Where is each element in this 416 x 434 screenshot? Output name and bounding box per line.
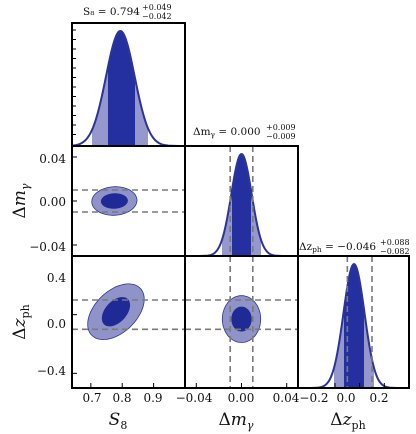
ytick-dm-bot: −0.04	[29, 240, 66, 254]
xtick-dz-1: 0.0	[336, 391, 355, 405]
posterior-dm	[185, 146, 298, 256]
title-s8: S₈ = 0.794 +0.049 −0.042	[83, 3, 172, 21]
xtick-dm-1: 0.00	[228, 391, 255, 405]
xtick-s8-2: 0.9	[143, 391, 162, 405]
xtick-dm-2: 0.04	[273, 391, 300, 405]
ylabel-dm: Δmγ	[10, 183, 32, 218]
contour-s8-dm	[72, 186, 185, 216]
ytick-dz-top: 0.4	[47, 271, 66, 285]
posterior-dm-68-band	[232, 154, 251, 256]
xlabel-dz: Δzph	[330, 410, 365, 432]
xlabel-dm: Δmγ	[219, 410, 254, 432]
title-dz: Δzph = −0.046 +0.088 −0.082	[299, 238, 410, 256]
xtick-dz-0: −0.2	[299, 391, 328, 405]
frame-2-2	[297, 255, 410, 389]
frames	[71, 22, 410, 389]
y-ticks-dm: 0.04 0.00 −0.04	[29, 152, 66, 254]
title-s8-main: S₈ = 0.794	[83, 6, 140, 18]
x-ticks-dm: −0.04 0.00 0.04	[176, 391, 300, 405]
title-dz-sup: +0.088	[380, 238, 410, 247]
xtick-dz-2: 0.2	[369, 391, 388, 405]
title-dm-sup: +0.009	[266, 123, 296, 132]
posterior-s8	[72, 29, 185, 146]
x-ticks-dz: −0.2 0.0 0.2	[299, 391, 388, 405]
ytick-dm-top: 0.04	[39, 152, 66, 166]
contour-dm-dz	[185, 256, 298, 388]
contour-s8-dm-68	[100, 193, 128, 209]
xtick-s8-0: 0.7	[82, 391, 101, 405]
title-s8-sup: +0.049	[142, 3, 172, 12]
x-ticks-s8: 0.7 0.8 0.9	[82, 391, 162, 405]
posterior-dz	[298, 256, 409, 388]
title-s8-sub: −0.042	[142, 12, 172, 21]
title-dz-main: Δzph = −0.046	[299, 241, 376, 254]
contour-dm-dz-68	[231, 306, 252, 332]
xtick-dm-0: −0.04	[176, 391, 213, 405]
tick-marks	[72, 29, 385, 388]
ytick-dm-mid: 0.00	[39, 195, 66, 209]
posterior-dz-68-band	[344, 264, 364, 388]
y-ticks-dz: 0.4 0.0 −0.4	[37, 271, 67, 378]
title-dm-sub: −0.009	[266, 132, 296, 141]
title-dz-sub: −0.082	[380, 247, 410, 256]
ytick-dz-mid: 0.0	[47, 317, 66, 331]
ytick-dz-bot: −0.4	[37, 364, 67, 378]
xlabel-s8: S8	[109, 410, 128, 432]
title-dm: Δmγ = 0.000 +0.009 −0.009	[193, 123, 296, 141]
contour-s8-dz	[72, 283, 185, 341]
title-dm-main: Δmγ = 0.000	[193, 126, 261, 139]
posterior-s8-68-band	[108, 31, 135, 146]
xtick-s8-1: 0.8	[112, 391, 131, 405]
contour-s8-dz-68	[101, 297, 131, 327]
ylabel-dz: Δzph	[10, 304, 32, 339]
